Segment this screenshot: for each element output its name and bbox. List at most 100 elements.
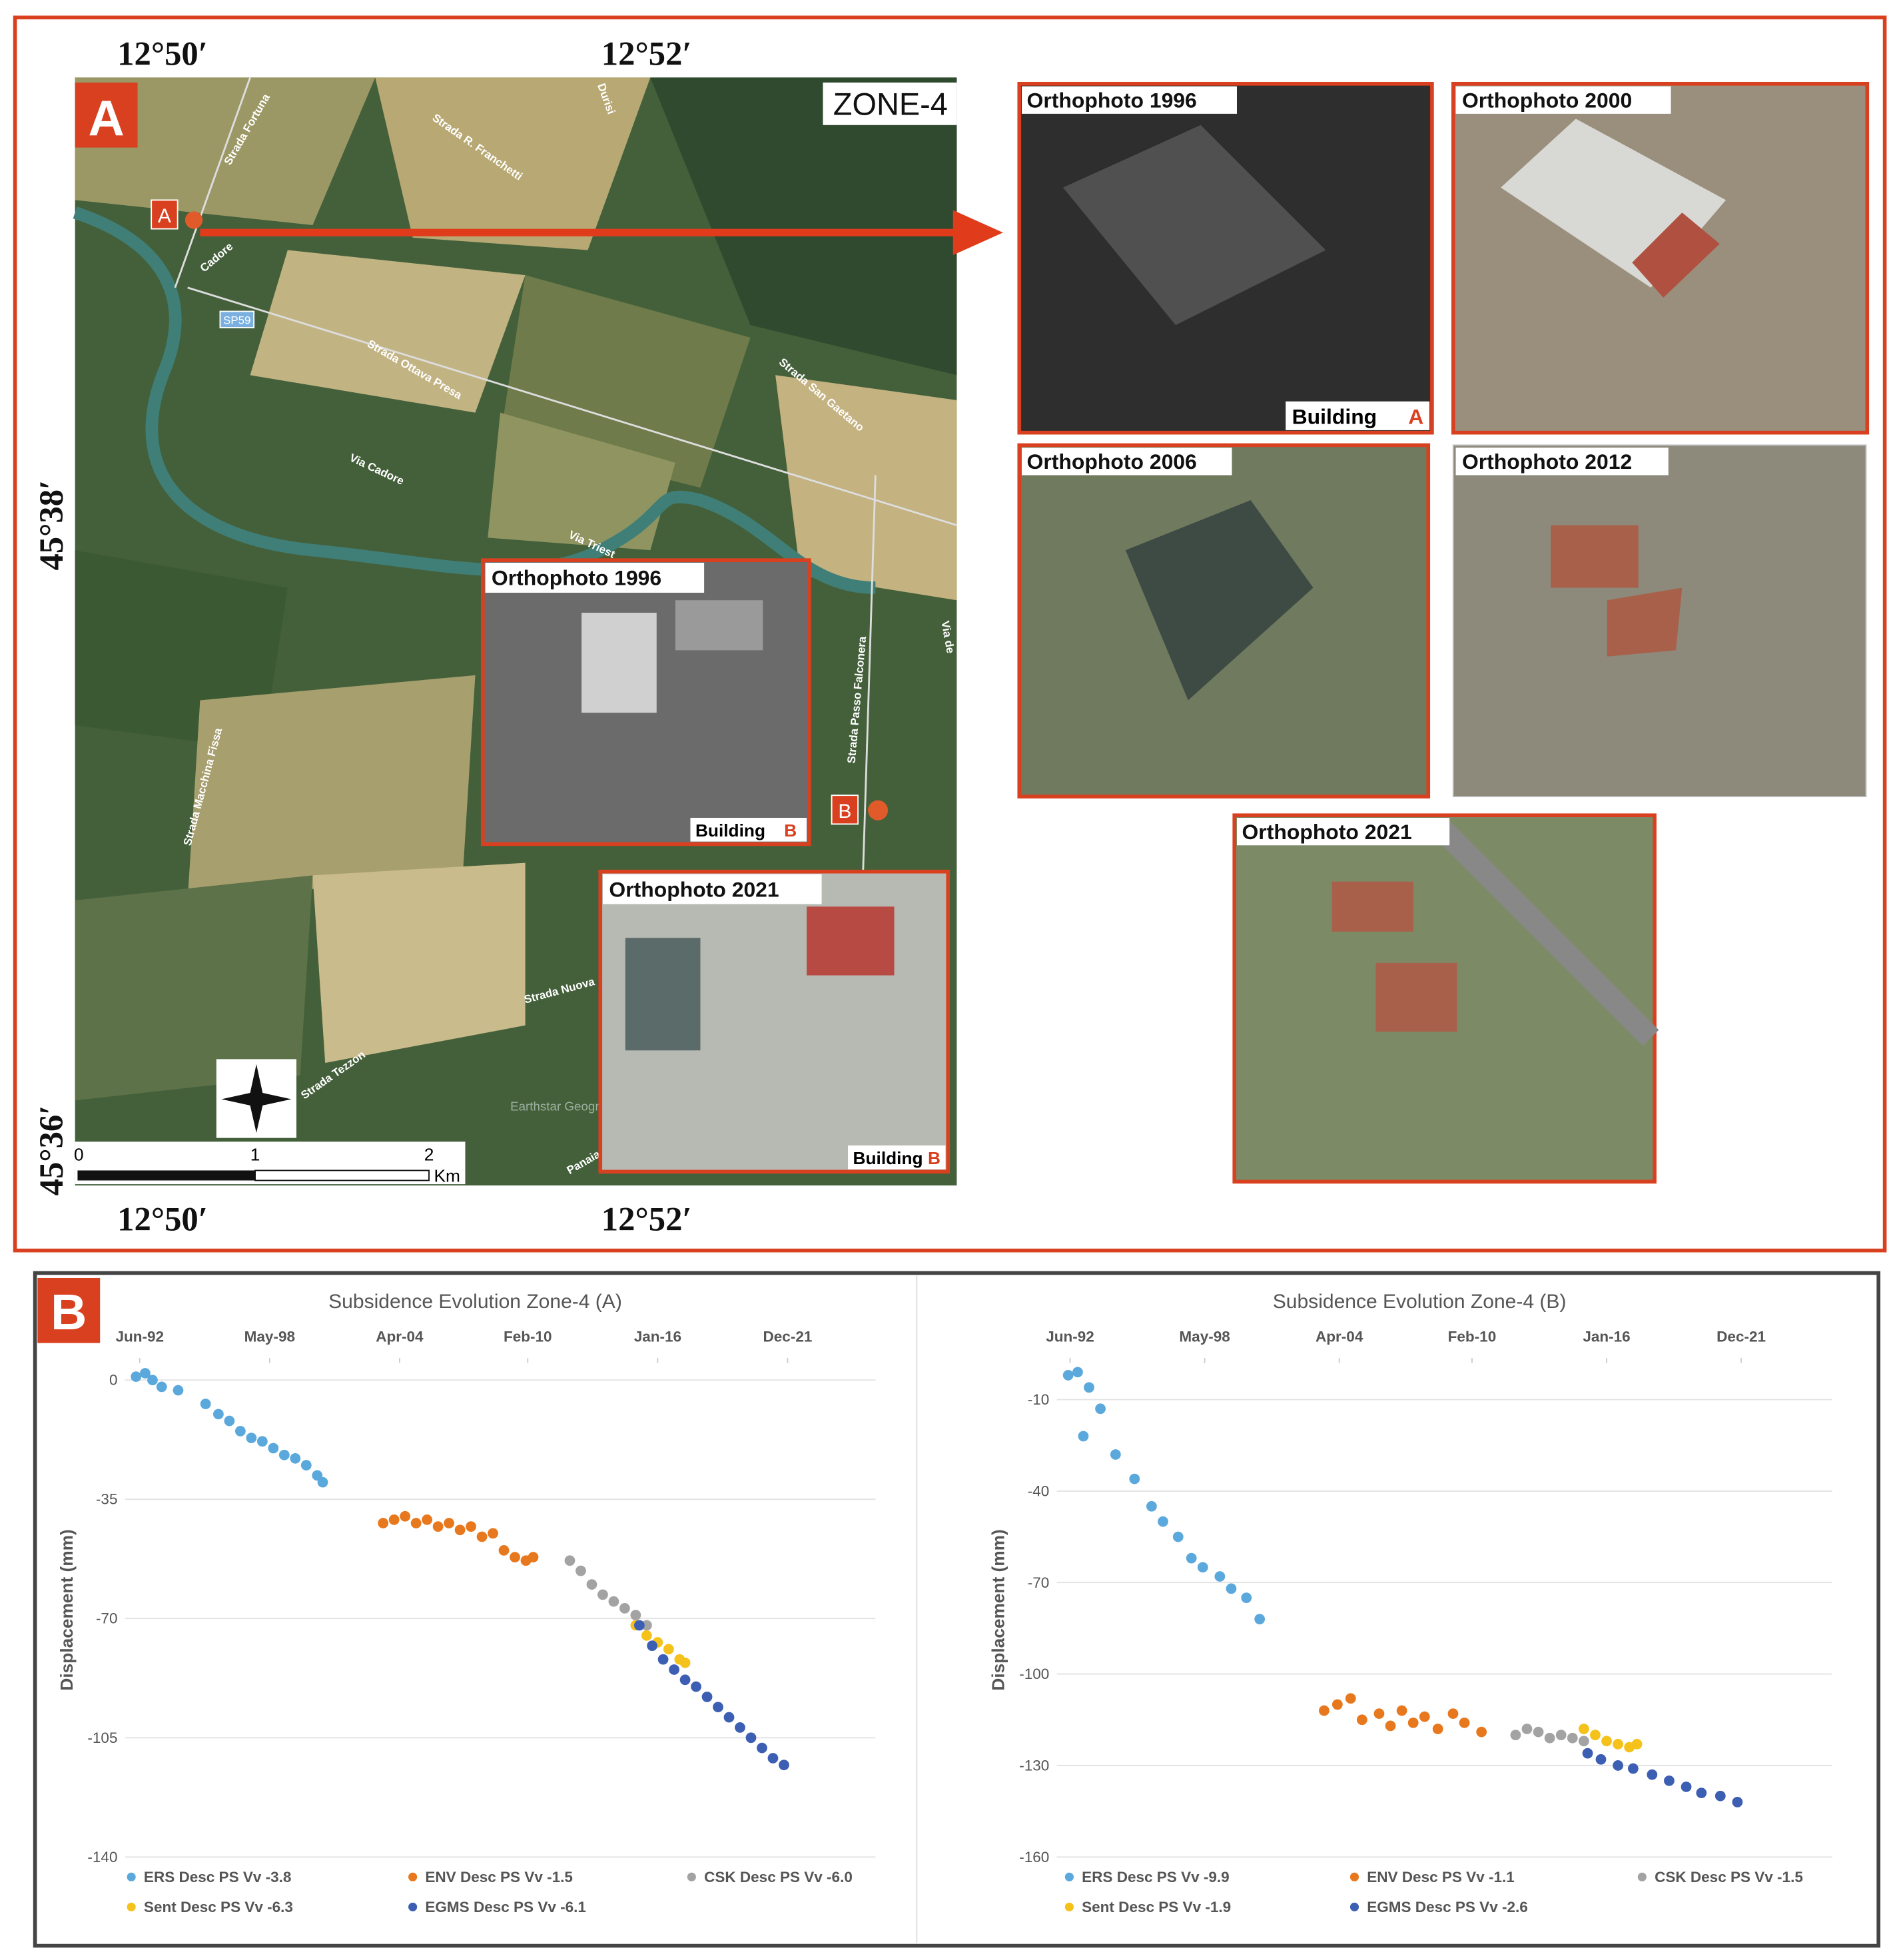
data-point: [767, 1753, 779, 1764]
data-point: [1319, 1705, 1330, 1716]
y-tick-label: 0: [109, 1372, 118, 1389]
x-tick-label: Jun-92: [115, 1329, 164, 1345]
data-point: [528, 1552, 539, 1563]
data-point: [234, 1426, 246, 1437]
data-point: [1578, 1736, 1589, 1747]
data-point: [1095, 1403, 1106, 1415]
building: [581, 613, 657, 713]
legend-marker: [127, 1902, 136, 1911]
road-line: [187, 286, 957, 526]
data-point: [200, 1399, 211, 1409]
data-point: [564, 1555, 575, 1566]
field: [488, 412, 675, 551]
data-point: [466, 1521, 476, 1532]
data-point: [723, 1712, 735, 1723]
legend-marker: [1349, 1872, 1359, 1881]
data-point: [1647, 1769, 1658, 1780]
data-point: [630, 1610, 641, 1621]
road: [1430, 817, 1659, 1046]
compass: [221, 1064, 292, 1134]
label-box: [690, 817, 807, 842]
data-point: [1613, 1739, 1623, 1750]
legend-marker: [687, 1872, 696, 1881]
legend-label: EGMS Desc PS Vv -2.6: [1367, 1899, 1528, 1915]
building: [1607, 587, 1683, 657]
data-point: [1432, 1724, 1443, 1734]
building: [675, 600, 763, 651]
data-point: [1084, 1382, 1094, 1393]
field: [250, 250, 526, 413]
x-tick-label: Dec-21: [763, 1329, 813, 1345]
data-point: [619, 1603, 630, 1614]
data-point: [268, 1443, 279, 1454]
data-point: [663, 1644, 674, 1655]
legend-label: Sent Desc PS Vv -6.3: [144, 1899, 293, 1915]
lat-label: 45°38′: [33, 480, 70, 571]
data-point: [454, 1524, 466, 1536]
data-point: [1331, 1699, 1343, 1710]
data-point: [422, 1514, 433, 1525]
legend-marker: [1064, 1872, 1074, 1881]
river: [73, 206, 876, 594]
data-point: [757, 1742, 767, 1754]
data-point: [657, 1654, 669, 1665]
building-site: B: [928, 1148, 941, 1168]
map: [73, 77, 957, 1185]
data-point: [1631, 1739, 1643, 1750]
panel-label: A: [88, 90, 124, 146]
site-label: B: [838, 801, 851, 822]
legend-label: CSK Desc PS Vv -6.0: [704, 1869, 853, 1885]
data-point: [1459, 1717, 1470, 1728]
title-box: [603, 874, 822, 904]
ortho-title: Orthophoto 2006: [1027, 450, 1197, 474]
data-point: [1732, 1796, 1743, 1807]
building-label: Building: [1292, 405, 1377, 429]
ortho-title: Orthophoto 1996: [1027, 88, 1197, 112]
chart-title: Subsidence Evolution Zone-4 (A): [328, 1291, 622, 1313]
data-point: [1521, 1724, 1533, 1734]
y-tick-label: -105: [87, 1730, 117, 1746]
x-tick-label: Feb-10: [1448, 1329, 1497, 1345]
data-point: [246, 1433, 257, 1444]
road-label: SP59: [223, 314, 250, 326]
x-tick-label: Apr-04: [1316, 1329, 1363, 1345]
field: [187, 675, 476, 900]
y-axis-label: Displacement (mm): [57, 1529, 77, 1690]
field: [375, 77, 651, 250]
legend-marker: [1349, 1902, 1359, 1911]
legend-label: ERS Desc PS Vv -9.9: [1082, 1869, 1230, 1885]
data-point: [1062, 1370, 1074, 1381]
panel-b-frame: [33, 1271, 1881, 1948]
data-point: [745, 1732, 757, 1744]
data-point: [317, 1476, 328, 1488]
data-point: [278, 1449, 290, 1461]
building: [1632, 212, 1720, 298]
pin: [185, 211, 203, 229]
data-point: [1476, 1726, 1487, 1738]
legend-label: Sent Desc PS Vv -1.9: [1082, 1899, 1231, 1915]
legend-label: ERS Desc PS Vv -3.8: [144, 1869, 292, 1885]
field: [775, 375, 957, 601]
data-point: [713, 1702, 723, 1713]
data-point: [400, 1510, 411, 1522]
lon-label: 12°52′: [601, 1201, 692, 1238]
data-point: [388, 1514, 400, 1525]
building: [1125, 500, 1314, 701]
y-tick-label: -130: [1019, 1757, 1049, 1774]
charts: Subsidence Evolution Zone-4 (A) Displacem…: [57, 1291, 1832, 1915]
data-point: [701, 1691, 713, 1702]
y-tick-label: -100: [1019, 1666, 1049, 1682]
data-point: [1241, 1592, 1252, 1604]
data-point: [679, 1674, 691, 1686]
site-label: A: [158, 205, 171, 227]
legend-marker: [408, 1872, 418, 1881]
scale-label: 1: [250, 1144, 260, 1164]
data-point: [1110, 1449, 1121, 1460]
data-point: [1555, 1730, 1567, 1741]
data-point: [1681, 1782, 1692, 1792]
panel-badge: [37, 1277, 101, 1343]
legend-marker: [408, 1902, 418, 1911]
data-point: [1186, 1552, 1197, 1564]
pin: [868, 800, 889, 820]
